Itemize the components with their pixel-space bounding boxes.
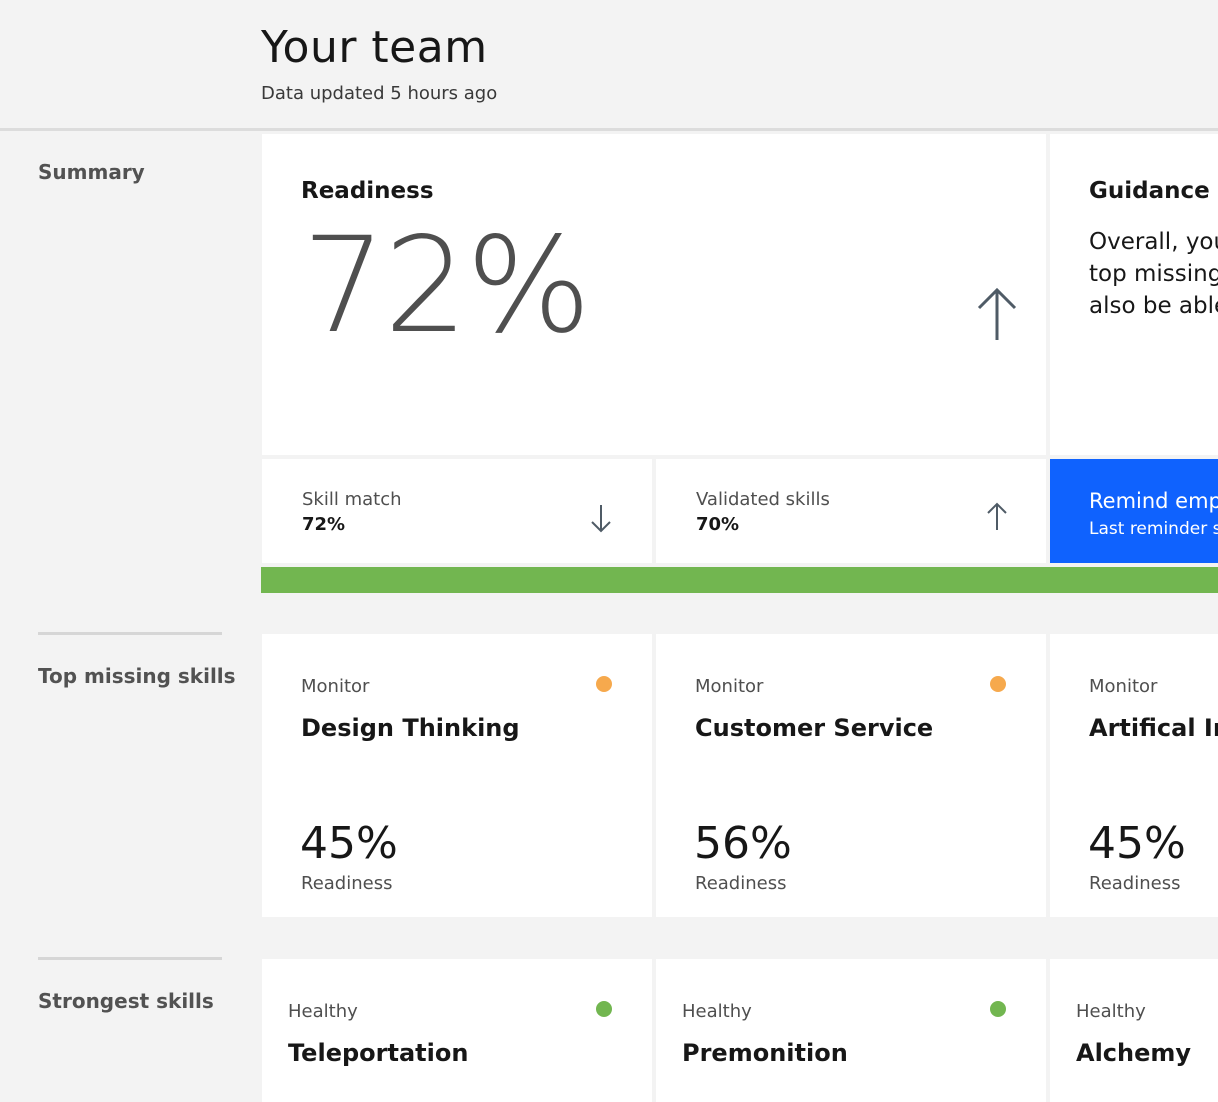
page-title: Your team: [261, 22, 488, 73]
section-label-top-missing-skills: Top missing skills: [38, 664, 236, 688]
section-label-strongest-skills: Strongest skills: [38, 989, 214, 1013]
validated-skills-value: 70%: [696, 514, 740, 535]
skill-match-label: Skill match: [302, 489, 402, 510]
remind-employees-button[interactable]: Remind emp Last reminder s: [1050, 459, 1218, 563]
skill-status: Healthy: [682, 1001, 752, 1022]
section-divider: [38, 957, 222, 960]
skill-name: Teleportation: [288, 1039, 469, 1067]
readiness-card[interactable]: Readiness 72%: [262, 134, 1046, 455]
arrow-down-icon: [591, 505, 611, 533]
skill-readiness-label: Readiness: [695, 873, 787, 894]
strong-skill-card[interactable]: Healthy Alchemy: [1050, 959, 1218, 1102]
guidance-text: Overall, you top missing also be able: [1089, 226, 1218, 322]
skill-match-card[interactable]: Skill match 72%: [262, 459, 652, 563]
skill-status: Monitor: [695, 676, 764, 697]
missing-skill-card[interactable]: Monitor Artifical In 45% Readiness: [1050, 634, 1218, 917]
last-reminder-text: Last reminder s: [1089, 519, 1218, 539]
strong-skill-card[interactable]: Healthy Teleportation: [262, 959, 652, 1102]
skill-name: Alchemy: [1076, 1039, 1192, 1067]
guidance-line: Overall, you: [1089, 229, 1218, 255]
skill-readiness-label: Readiness: [1089, 873, 1181, 894]
status-dot: [596, 676, 612, 692]
guidance-line: also be able: [1089, 293, 1218, 319]
skill-status: Monitor: [301, 676, 370, 697]
skill-readiness-percent: 45%: [1088, 818, 1186, 869]
skill-status: Monitor: [1089, 676, 1158, 697]
guidance-title: Guidance: [1089, 178, 1210, 204]
missing-skill-card[interactable]: Monitor Design Thinking 45% Readiness: [262, 634, 652, 917]
status-dot: [596, 1001, 612, 1017]
section-label-summary: Summary: [38, 160, 145, 184]
data-updated-text: Data updated 5 hours ago: [261, 83, 498, 104]
validated-skills-label: Validated skills: [696, 489, 830, 510]
readiness-progress-bar: [261, 567, 1218, 593]
remind-employees-label: Remind emp: [1089, 489, 1218, 513]
status-dot: [990, 1001, 1006, 1017]
skill-name: Customer Service: [695, 714, 934, 742]
guidance-card[interactable]: Guidance Overall, you top missing also b…: [1050, 134, 1218, 455]
skill-readiness-percent: 56%: [694, 818, 792, 869]
section-divider: [38, 632, 222, 635]
skill-readiness-label: Readiness: [301, 873, 393, 894]
readiness-value: 72%: [302, 209, 591, 363]
readiness-title: Readiness: [301, 178, 434, 204]
missing-skill-card[interactable]: Monitor Customer Service 56% Readiness: [656, 634, 1046, 917]
skill-name: Artifical In: [1089, 714, 1218, 742]
strong-skill-card[interactable]: Healthy Premonition: [656, 959, 1046, 1102]
skill-readiness-percent: 45%: [300, 818, 398, 869]
skill-match-value: 72%: [302, 514, 346, 535]
validated-skills-card[interactable]: Validated skills 70%: [656, 459, 1046, 563]
page-header: Your team Data updated 5 hours ago: [0, 0, 1218, 131]
status-dot: [990, 676, 1006, 692]
arrow-up-icon: [977, 287, 1017, 340]
guidance-line: top missing: [1089, 261, 1218, 287]
skill-status: Healthy: [288, 1001, 358, 1022]
skill-name: Premonition: [682, 1039, 848, 1067]
skill-name: Design Thinking: [301, 714, 520, 742]
skill-status: Healthy: [1076, 1001, 1146, 1022]
arrow-up-icon: [987, 502, 1007, 530]
